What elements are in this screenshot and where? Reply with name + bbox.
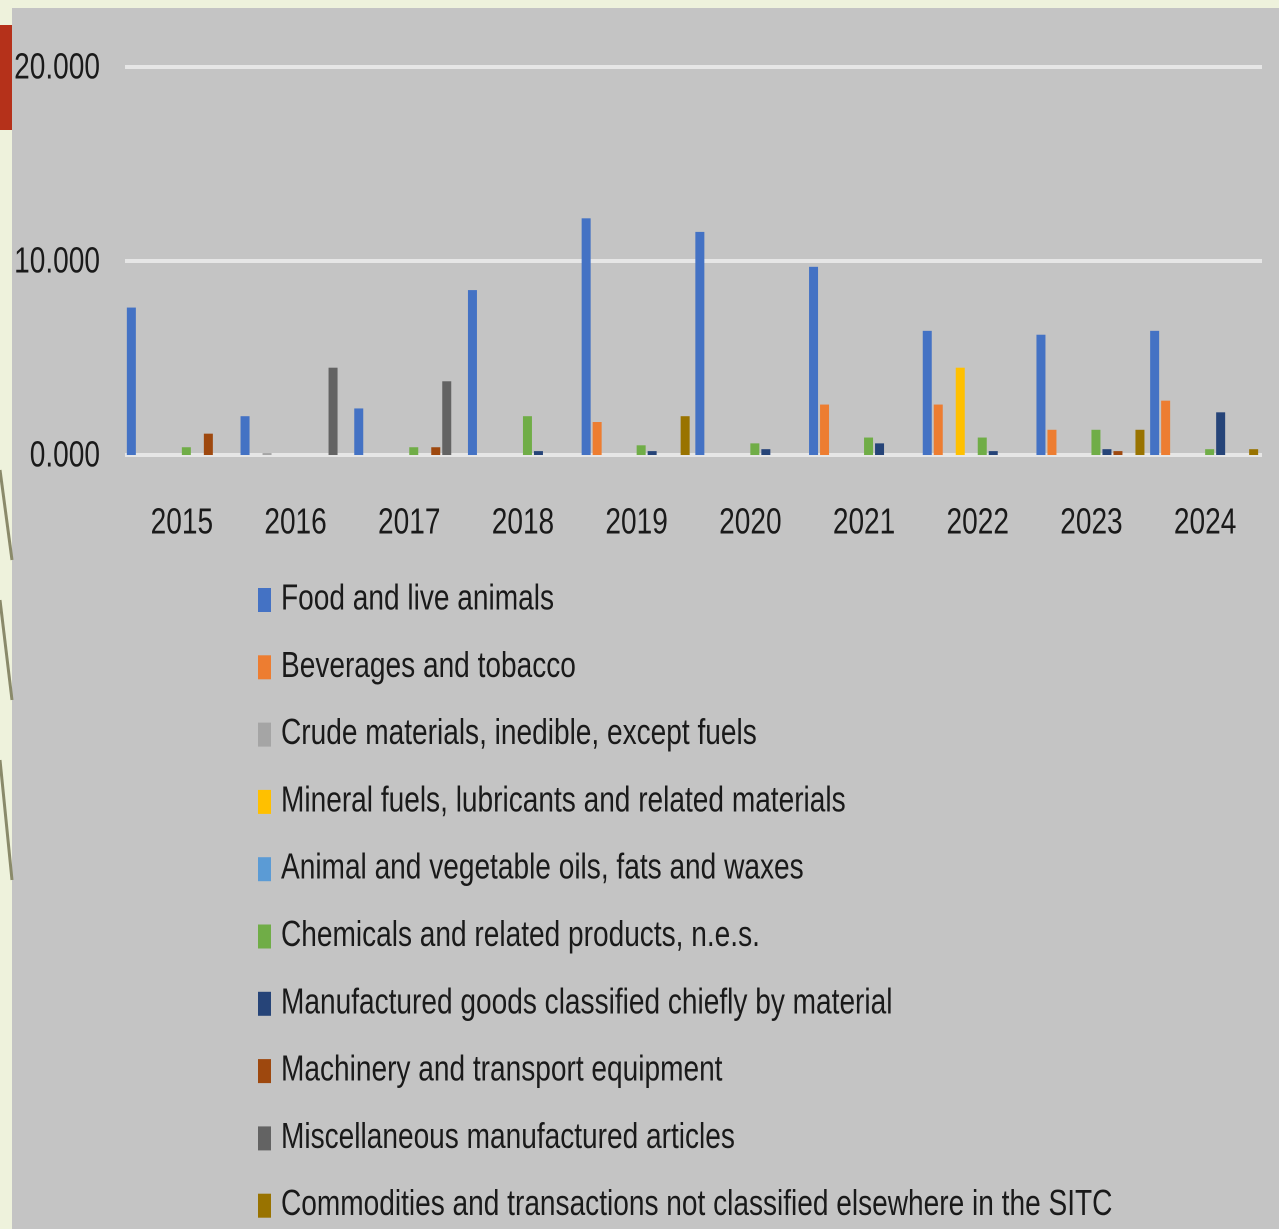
decor-line	[0, 759, 14, 881]
bar	[533, 451, 543, 455]
bar	[1249, 449, 1259, 455]
x-tick-label: 2024	[1174, 501, 1236, 541]
legend-label: Animal and vegetable oils, fats and waxe…	[281, 846, 804, 886]
x-tick-label: 2021	[833, 501, 895, 541]
bar	[522, 416, 532, 455]
bar	[126, 307, 136, 455]
bar	[977, 437, 987, 455]
x-tick-label: 2020	[719, 501, 781, 541]
bar	[864, 437, 874, 455]
legend-label: Crude materials, inedible, except fuels	[281, 712, 757, 752]
bar	[761, 449, 771, 455]
bar	[431, 447, 441, 455]
bar	[988, 451, 998, 455]
legend-swatch	[258, 1059, 271, 1084]
bar	[1216, 412, 1226, 455]
bar	[1113, 451, 1123, 455]
bar	[328, 367, 338, 455]
x-tick-label: 2019	[605, 501, 667, 541]
bar	[262, 453, 272, 455]
accent-bar	[0, 25, 12, 130]
legend-label: Miscellaneous manufactured articles	[281, 1116, 735, 1156]
decor-line	[0, 599, 14, 701]
bar	[1205, 449, 1215, 455]
legend-label: Commodities and transactions not classif…	[281, 1183, 1112, 1223]
y-tick-label: 20.000	[14, 46, 100, 86]
bar	[695, 231, 705, 455]
bar	[750, 443, 760, 455]
bar	[1036, 334, 1046, 455]
x-tick-label: 2018	[492, 501, 554, 541]
bar	[1091, 429, 1101, 455]
bar	[1102, 449, 1112, 455]
bar	[922, 330, 932, 455]
x-tick-label: 2017	[378, 501, 440, 541]
legend-label: Beverages and tobacco	[281, 644, 576, 684]
legend-swatch	[258, 924, 271, 949]
y-tick-label: 0.000	[30, 434, 100, 474]
bar	[442, 381, 452, 455]
legend-label: Food and live animals	[281, 577, 554, 617]
y-tick-label: 10.000	[14, 240, 100, 280]
bar	[581, 218, 591, 455]
bar	[875, 443, 885, 455]
legend-swatch	[258, 789, 271, 814]
bar	[1150, 330, 1160, 455]
legend-label: Manufactured goods classified chiefly by…	[281, 981, 892, 1021]
bar	[240, 416, 250, 455]
x-tick-label: 2015	[151, 501, 213, 541]
x-tick-label: 2022	[947, 501, 1009, 541]
legend-swatch	[258, 722, 271, 747]
legend-swatch	[258, 857, 271, 882]
bar	[1047, 429, 1057, 455]
legend-swatch	[258, 655, 271, 680]
bar	[680, 416, 690, 455]
decor-line	[0, 469, 14, 561]
legend-swatch	[258, 991, 271, 1016]
bar	[809, 266, 819, 455]
bar	[820, 404, 830, 455]
bar	[203, 433, 213, 455]
legend-label: Machinery and transport equipment	[281, 1048, 723, 1088]
bar	[636, 445, 646, 455]
bar	[354, 408, 364, 455]
legend-label: Chemicals and related products, n.e.s.	[281, 914, 760, 954]
chart-background	[12, 8, 1279, 1229]
bar	[409, 447, 419, 455]
legend-swatch	[258, 588, 271, 612]
legend-swatch	[258, 1193, 271, 1218]
legend-swatch	[258, 1126, 271, 1151]
x-tick-label: 2023	[1060, 501, 1122, 541]
bar	[181, 447, 191, 455]
bar	[647, 451, 657, 455]
bar	[955, 367, 965, 455]
bar	[1161, 400, 1171, 455]
bar	[1135, 429, 1145, 455]
bar	[467, 290, 477, 455]
bar	[592, 422, 602, 455]
legend-label: Mineral fuels, lubricants and related ma…	[281, 779, 846, 819]
decoration	[0, 469, 14, 881]
x-tick-label: 2016	[264, 501, 326, 541]
bar	[933, 404, 943, 455]
